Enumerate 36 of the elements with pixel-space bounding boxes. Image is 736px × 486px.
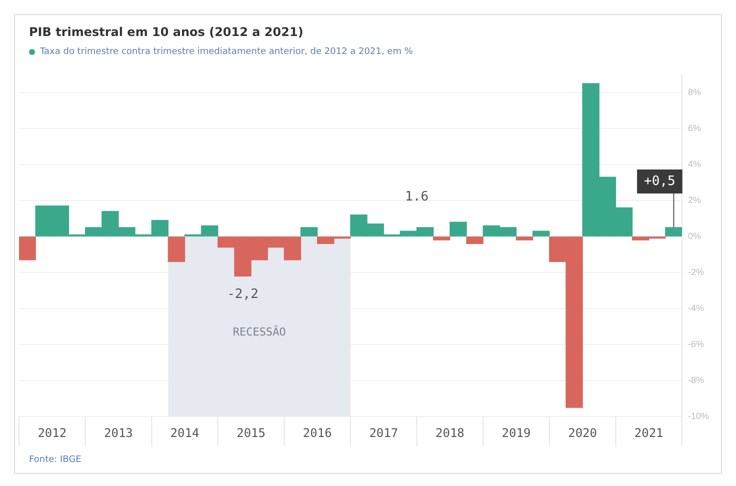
x-tick-label: 2020: [568, 426, 597, 440]
y-tick-label: 2%: [688, 194, 702, 205]
bar: [665, 227, 682, 236]
x-tick-label: 2012: [38, 426, 67, 440]
bar: [450, 222, 467, 236]
bar: [168, 236, 186, 262]
y-tick-label: 8%: [688, 86, 702, 97]
x-tick-label: 2019: [502, 426, 531, 440]
bar: [433, 236, 450, 240]
y-tick-label: -4%: [688, 303, 704, 314]
x-tick-label: 2015: [236, 426, 266, 440]
source-note: Fonte: IBGE: [29, 455, 82, 465]
bar: [466, 236, 484, 244]
annotation: -2,2: [227, 286, 258, 302]
bar: [300, 227, 318, 236]
y-tick-label: 0%: [688, 230, 702, 241]
y-tick-label: -6%: [688, 339, 704, 350]
band-label: RECESSÃO: [232, 324, 286, 339]
legend-label: Taxa do trimestre contra trimestre imediatamente anterior, de 2012 a 2021, em %: [40, 47, 413, 57]
y-tick-label: 6%: [688, 122, 702, 133]
bar: [516, 236, 534, 240]
x-tick-label: 2013: [104, 426, 133, 440]
x-tick-label: 2021: [634, 426, 664, 440]
annotation: +0,5: [644, 174, 676, 189]
x-tick-label: 2016: [302, 426, 332, 440]
x-tick-label: 2017: [369, 426, 398, 440]
bar: [19, 236, 36, 260]
x-tick-label: 2014: [170, 426, 200, 440]
y-tick-label: -8%: [688, 375, 704, 386]
y-tick-label: 4%: [688, 158, 702, 169]
y-tick-label: -2%: [688, 267, 704, 277]
x-tick-label: 2018: [435, 426, 464, 440]
y-tick-label: -10%: [688, 411, 710, 422]
annotation: 1.6: [405, 189, 429, 204]
chart-title: PIB trimestral em 10 anos (2012 a 2021): [29, 25, 304, 39]
bar: [532, 230, 550, 236]
